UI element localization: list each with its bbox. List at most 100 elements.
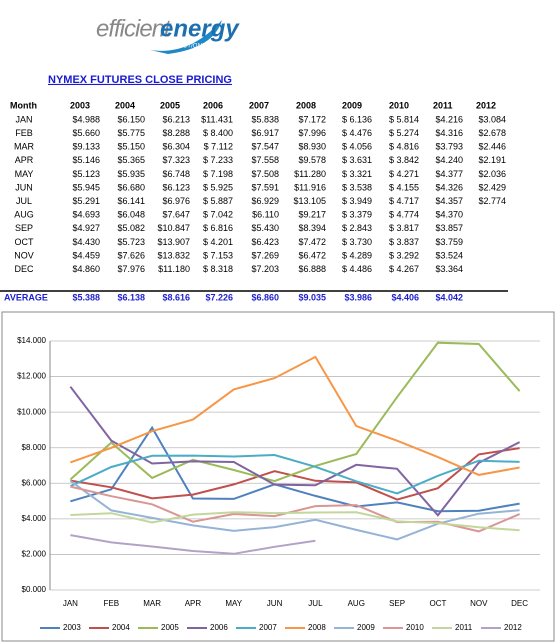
table-cell: $ 3.538: [342, 182, 372, 192]
table-cell: $7.547: [251, 142, 279, 152]
legend-label: 2011: [455, 623, 473, 632]
table-cell: $4.927: [72, 223, 100, 233]
table-cell: $10.847: [157, 223, 190, 233]
table-cell: $4.326: [435, 182, 463, 192]
legend-label: 2006: [210, 623, 228, 632]
table-cell: $9.578: [298, 155, 326, 165]
column-header: 2003: [70, 100, 90, 110]
table-cell: $ 3.631: [342, 155, 372, 165]
table-cell: $ 7.042: [203, 210, 233, 220]
table-cell: $ 4.476: [342, 128, 372, 138]
y-tick-label: $8.000: [22, 443, 47, 452]
x-tick-label: OCT: [429, 599, 446, 608]
series-line: [70, 534, 316, 555]
row-label: NOV: [14, 250, 34, 260]
table-cell: $ 4.289: [342, 250, 372, 260]
average-cell: $3.986: [344, 292, 372, 302]
table-cell: $8.394: [298, 223, 326, 233]
table-cell: $5.430: [251, 223, 279, 233]
y-tick-label: $0.000: [22, 585, 47, 594]
table-cell: $4.377: [435, 169, 463, 179]
table-cell: $6.304: [162, 142, 190, 152]
table-cell: $ 3.292: [389, 250, 419, 260]
table-cell: $4.693: [72, 210, 100, 220]
table-cell: $7.323: [162, 155, 190, 165]
table-cell: $6.150: [117, 114, 145, 124]
row-label: SEP: [15, 223, 33, 233]
average-cell: $7.226: [205, 292, 233, 302]
x-tick-label: APR: [185, 599, 202, 608]
average-cell: $4.406: [391, 292, 419, 302]
column-header: 2004: [115, 100, 135, 110]
table-cell: $ 4.271: [389, 169, 419, 179]
table-cell: $11.280: [294, 169, 326, 179]
table-cell: $ 3.321: [342, 169, 372, 179]
table-cell: $6.976: [162, 196, 190, 206]
table-cell: $5.660: [72, 128, 100, 138]
series-line: [70, 447, 520, 501]
table-cell: $7.269: [251, 250, 279, 260]
chart-frame: [1, 311, 555, 642]
table-cell: $7.626: [117, 250, 145, 260]
table-cell: $ 4.267: [389, 264, 419, 274]
x-tick-label: JUL: [308, 599, 323, 608]
column-header: 2010: [389, 100, 409, 110]
column-header: 2009: [342, 100, 362, 110]
table-cell: $11.916: [294, 182, 326, 192]
row-label: OCT: [15, 237, 35, 247]
table-cell: $7.472: [298, 237, 326, 247]
x-tick-label: FEB: [103, 599, 119, 608]
table-cell: $4.988: [72, 114, 100, 124]
table-cell: $ 8.400: [203, 128, 233, 138]
table-cell: $8.288: [162, 128, 190, 138]
column-header: 2008: [296, 100, 316, 110]
table-cell: $ 3.949: [342, 196, 372, 206]
table-cell: $5.150: [117, 142, 145, 152]
table-cell: $7.508: [251, 169, 279, 179]
table-cell: $ 6.816: [203, 223, 233, 233]
table-cell: $7.558: [251, 155, 279, 165]
table-cell: $3.084: [478, 114, 506, 124]
legend-label: 2007: [259, 623, 277, 632]
series-line: [69, 386, 521, 517]
table-cell: $5.123: [72, 169, 100, 179]
table-cell: $2.429: [478, 182, 506, 192]
table-cell: $3.793: [435, 142, 463, 152]
series-line: [70, 355, 520, 476]
legend-label: 2009: [357, 623, 375, 632]
column-header: Month: [10, 100, 37, 110]
x-tick-label: AUG: [348, 599, 365, 608]
y-tick-label: $6.000: [22, 478, 47, 487]
legend-label: 2010: [406, 623, 424, 632]
table-cell: $6.423: [251, 237, 279, 247]
table-cell: $ 3.379: [342, 210, 372, 220]
table-cell: $4.430: [72, 237, 100, 247]
table-cell: $ 6.136: [342, 114, 372, 124]
legend-label: 2012: [504, 623, 522, 632]
y-tick-label: $12.000: [17, 372, 46, 381]
table-cell: $13.907: [157, 237, 190, 247]
logo-word: efficient: [96, 15, 172, 42]
y-tick-label: $10.000: [17, 407, 46, 416]
column-header: 2011: [433, 100, 453, 110]
table-cell: $9.217: [298, 210, 326, 220]
row-label: DEC: [14, 264, 34, 274]
series-line: [70, 511, 520, 532]
x-tick-label: NOV: [470, 599, 488, 608]
column-header: 2006: [203, 100, 223, 110]
average-cell: $6.860: [251, 292, 279, 302]
table-cell: $ 4.155: [389, 182, 419, 192]
row-label: JAN: [15, 114, 32, 124]
table-cell: $4.216: [435, 114, 463, 124]
table-cell: $5.723: [117, 237, 145, 247]
table-cell: $6.110: [252, 210, 279, 220]
table-cell: $5.945: [72, 182, 100, 192]
table-cell: $3.759: [435, 237, 463, 247]
table-cell: $2.191: [478, 155, 506, 165]
x-tick-label: MAR: [143, 599, 161, 608]
table-cell: $5.082: [117, 223, 145, 233]
table-cell: $3.524: [435, 250, 463, 260]
table-cell: $ 5.887: [203, 196, 233, 206]
table-cell: $ 3.837: [389, 237, 419, 247]
legend-label: 2005: [161, 623, 179, 632]
